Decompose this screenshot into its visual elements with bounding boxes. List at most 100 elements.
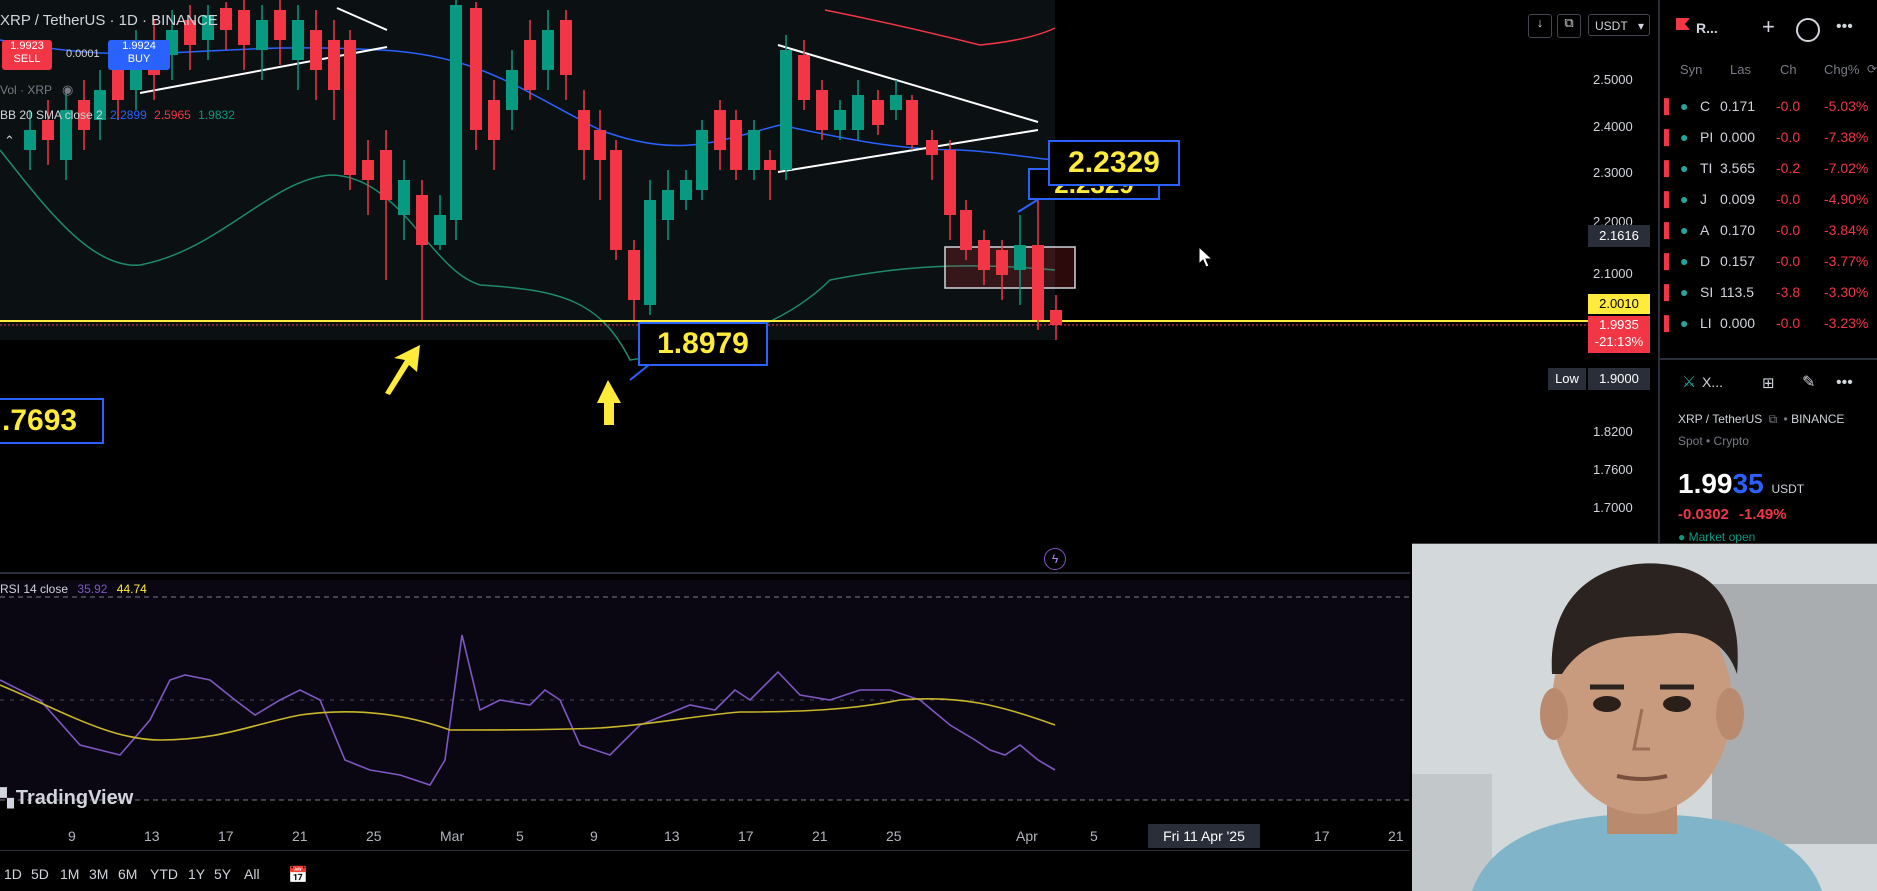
- arrow-up-right-icon: [385, 345, 420, 395]
- details-change-pct: -1.49%: [1739, 506, 1787, 523]
- chart-area[interactable]: XRP / TetherUS · 1D · BINANCE 1.9923 SEL…: [0, 0, 1658, 890]
- watchlist-symbol: LI: [1700, 315, 1712, 331]
- watchlist-flag-icon: ▌: [1664, 315, 1674, 331]
- candle-body: [398, 180, 410, 215]
- timeframe-button[interactable]: 5Y: [214, 866, 232, 882]
- rsi-indicator-row[interactable]: RSI 14 close 35.92 44.74: [0, 582, 147, 596]
- chevron-down-icon: ▾: [1637, 19, 1644, 33]
- candles-group[interactable]: [24, 0, 1062, 340]
- candle-body: [238, 10, 250, 45]
- candle-body: [434, 215, 446, 245]
- last-price-change: -21:13%: [1594, 334, 1644, 349]
- watchlist-row[interactable]: ▌ ● PI 0.000 -0.0 -7.38%: [1660, 123, 1877, 154]
- watchlist-row[interactable]: ▌ ● LI 0.000 -0.0 -3.23%: [1660, 309, 1877, 340]
- timeframe-button[interactable]: 1M: [60, 866, 80, 882]
- timeframe-button[interactable]: 6M: [118, 866, 138, 882]
- lightning-icon[interactable]: ϟ: [1044, 548, 1066, 570]
- watchlist-row[interactable]: ▌ ● C 0.171 -0.0 -5.03%: [1660, 92, 1877, 123]
- triangle-upper-line[interactable]: [777, 44, 1039, 123]
- sell-price: 1.9923: [10, 40, 44, 52]
- calendar-icon[interactable]: 📅: [288, 867, 308, 884]
- trend-line-left-top[interactable]: [336, 7, 388, 31]
- price-label-mid[interactable]: 1.8979: [638, 322, 768, 366]
- chart-canvas[interactable]: [0, 0, 1658, 890]
- timeframe-button[interactable]: 5D: [31, 866, 49, 882]
- more-options-icon[interactable]: •••: [1836, 18, 1853, 35]
- currency-select[interactable]: USDT ▾: [1588, 14, 1650, 36]
- panel-divider[interactable]: [1660, 358, 1877, 360]
- watchlist-change-pct: -3.30%: [1824, 284, 1869, 300]
- col-change[interactable]: Ch: [1780, 62, 1797, 77]
- buy-button[interactable]: 1.9924 BUY: [108, 40, 170, 70]
- candle-body: [714, 110, 726, 150]
- price-label-left[interactable]: .7693: [0, 398, 104, 444]
- download-icon[interactable]: ↓: [1528, 14, 1552, 38]
- details-pair-row: XRP / TetherUS ⧉ • BINANCE: [1678, 412, 1845, 426]
- candle-body: [24, 130, 36, 150]
- collapse-icon[interactable]: ⌃: [4, 133, 15, 148]
- watchlist-coin-icon: ●: [1680, 253, 1689, 269]
- edit-icon[interactable]: ✎: [1802, 374, 1816, 391]
- watchlist-row[interactable]: ▌ ● TI 3.565 -0.2 -7.02%: [1660, 154, 1877, 185]
- watchlist-coin-icon: ●: [1680, 222, 1689, 238]
- price-tick: 2.3000: [1593, 165, 1633, 180]
- timeframe-button[interactable]: 1Y: [188, 866, 206, 882]
- symbol-title[interactable]: XRP / TetherUS · 1D · BINANCE: [0, 12, 218, 29]
- price-label-high-front[interactable]: 2.2329: [1048, 140, 1180, 186]
- sell-button[interactable]: 1.9923 SELL: [2, 40, 52, 70]
- market-status-text: Market open: [1688, 530, 1756, 544]
- watchlist-row[interactable]: ▌ ● D 0.157 -0.0 -3.77%: [1660, 247, 1877, 278]
- watchlist-flag-icon: ▌: [1664, 284, 1674, 300]
- watchlist-coin-icon: ●: [1680, 129, 1689, 145]
- flag-icon[interactable]: [1676, 18, 1690, 34]
- candle-body: [944, 150, 956, 215]
- details-pair[interactable]: XRP / TetherUS: [1678, 412, 1763, 426]
- price-tick: 1.8200: [1593, 424, 1633, 439]
- details-more-icon[interactable]: •••: [1836, 374, 1853, 391]
- watchlist-row[interactable]: ▌ ● A 0.170 -0.0 -3.84%: [1660, 216, 1877, 247]
- timeframe-button[interactable]: 3M: [89, 866, 109, 882]
- cursor-date-label: Fri 11 Apr '25: [1148, 824, 1260, 848]
- time-tick: 25: [886, 828, 902, 844]
- watchlist-last: 113.5: [1720, 284, 1754, 300]
- external-link-icon[interactable]: ⧉: [1768, 412, 1778, 426]
- advanced-view-icon[interactable]: [1796, 18, 1820, 42]
- add-symbol-icon[interactable]: +: [1762, 14, 1775, 39]
- candle-body: [816, 90, 828, 130]
- col-change-pct[interactable]: Chg%: [1824, 62, 1860, 77]
- details-category: Spot • Crypto: [1678, 434, 1749, 448]
- currency-value: USDT: [1595, 19, 1628, 33]
- details-exchange[interactable]: BINANCE: [1791, 412, 1845, 426]
- volume-indicator-label[interactable]: Vol · XRP: [0, 83, 53, 97]
- col-symbol[interactable]: Syn: [1680, 62, 1703, 77]
- details-short-symbol[interactable]: X...: [1702, 374, 1724, 390]
- watchlist-change: -0.0: [1776, 222, 1801, 238]
- bb-indicator-row[interactable]: BB 20 SMA close 2 2.2899 2.5965 1.9832: [0, 108, 235, 122]
- time-tick: Mar: [440, 828, 465, 844]
- timeframe-button[interactable]: All: [244, 866, 260, 882]
- time-tick: 17: [218, 828, 234, 844]
- bb-basis-line: [0, 39, 1056, 161]
- watchlist-flag-icon: ▌: [1664, 191, 1674, 207]
- consolidation-box[interactable]: [944, 246, 1076, 289]
- watchlist-row[interactable]: ▌ ● J 0.009 -0.0 -4.90%: [1660, 185, 1877, 216]
- watchlist-change-pct: -4.90%: [1824, 191, 1869, 207]
- col-last[interactable]: Las: [1730, 62, 1751, 77]
- triangle-lower-line[interactable]: [777, 129, 1039, 173]
- timeframe-button[interactable]: YTD: [150, 866, 178, 882]
- watchlist-symbol: PI: [1700, 129, 1714, 145]
- watchlist-title[interactable]: R...: [1696, 20, 1718, 36]
- details-price-main: 1.99: [1678, 468, 1733, 499]
- eye-icon[interactable]: ◉: [62, 82, 74, 97]
- low-label: Low: [1548, 368, 1586, 390]
- candle-body: [202, 15, 214, 40]
- candle-body: [362, 160, 374, 180]
- timeframe-button[interactable]: 1D: [4, 866, 22, 882]
- watchlist-symbol: TI: [1700, 160, 1713, 176]
- candle-body: [292, 20, 304, 60]
- layout-icon[interactable]: ⊞: [1762, 375, 1775, 392]
- watchlist-row[interactable]: ▌ ● SI 113.5 -3.8 -3.30%: [1660, 278, 1877, 309]
- refresh-icon[interactable]: ⟳: [1867, 62, 1877, 76]
- candle-body: [578, 110, 590, 150]
- screenshot-icon[interactable]: ⧉: [1557, 14, 1581, 38]
